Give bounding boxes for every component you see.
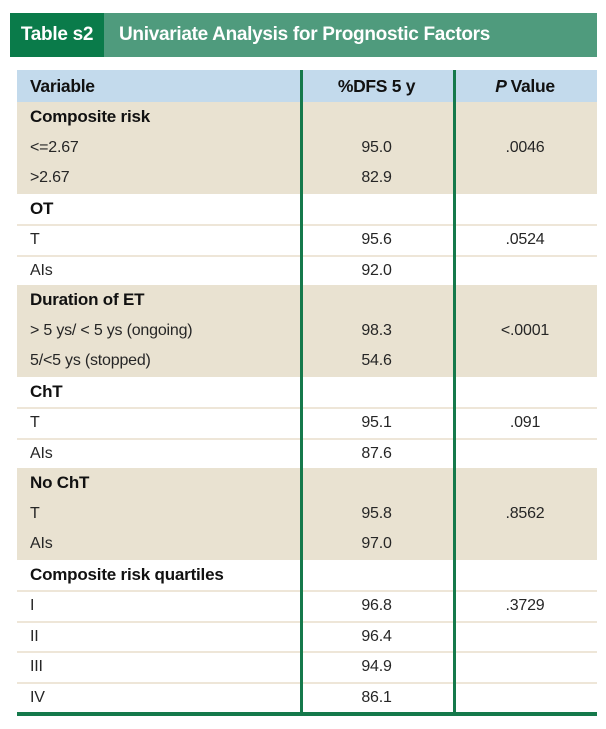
row-label: >2.67 (30, 169, 70, 187)
row-dfs-value (300, 560, 453, 591)
column-divider-2 (453, 70, 456, 712)
row-p-value (453, 194, 597, 225)
table-row: IV 86.1 (17, 681, 597, 713)
table-row: T 95.8 .8562 (17, 498, 597, 529)
row-label: 5/<5 ys (stopped) (30, 352, 151, 370)
group-header-row: OT (17, 193, 597, 225)
table-row: I 96.8 .3729 (17, 590, 597, 621)
table-header-row: Variable %DFS 5 y P Value (17, 70, 597, 102)
table-body: Composite risk <=2.67 95.0 .0046 >2.67 82.9 OT… (17, 102, 597, 712)
row-p-value (453, 285, 597, 316)
row-dfs-value: 92.0 (361, 261, 392, 279)
table-row: AIs 87.6 (17, 437, 597, 469)
pvalue-rest: Value (510, 75, 556, 96)
row-p-value (453, 102, 597, 133)
row-p-value (453, 653, 597, 682)
table-banner: Table s2 Univariate Analysis for Prognos… (10, 13, 597, 57)
row-label: > 5 ys/ < 5 ys (ongoing) (30, 321, 193, 339)
column-divider-1 (300, 70, 303, 712)
row-dfs-value (300, 102, 453, 133)
row-p-value: .0046 (505, 138, 545, 156)
column-header-variable: Variable (30, 75, 95, 96)
row-label: II (30, 627, 39, 645)
table-row: > 5 ys/ < 5 ys (ongoing) 98.3 <.0001 (17, 315, 597, 346)
row-label: <=2.67 (30, 138, 79, 156)
row-p-value: .3729 (505, 597, 545, 615)
table-row: AIs 92.0 (17, 254, 597, 286)
row-dfs-value: 98.3 (361, 321, 392, 339)
row-p-value (453, 440, 597, 469)
column-header-pvalue: P Value (453, 70, 597, 102)
row-dfs-value: 96.8 (361, 597, 392, 615)
row-dfs-value: 97.0 (361, 535, 392, 553)
group-header-row: ChT (17, 376, 597, 408)
row-label: I (30, 597, 35, 615)
row-dfs-value (300, 468, 453, 499)
row-label: T (30, 414, 40, 432)
row-label: AIs (30, 535, 53, 553)
group-header-row: Duration of ET (17, 285, 597, 316)
row-label: III (30, 658, 43, 676)
row-p-value: <.0001 (500, 321, 550, 339)
group-label: No ChT (30, 473, 90, 493)
row-dfs-value: 96.4 (361, 627, 392, 645)
row-p-value: .8562 (505, 504, 545, 522)
group-label: OT (30, 198, 54, 218)
group-label: Composite risk quartiles (30, 564, 224, 584)
group-label: Duration of ET (30, 290, 145, 310)
row-p-value (453, 346, 597, 377)
column-header-dfs: %DFS 5 y (337, 75, 416, 96)
row-p-value (453, 163, 597, 194)
table-row: 5/<5 ys (stopped) 54.6 (17, 346, 597, 377)
row-dfs-value: 95.1 (361, 414, 392, 432)
row-dfs-value (300, 194, 453, 225)
row-dfs-value: 95.6 (361, 231, 392, 249)
row-p-value (453, 468, 597, 499)
row-dfs-value: 86.1 (361, 688, 392, 706)
row-dfs-value: 87.6 (361, 444, 392, 462)
table-row: II 96.4 (17, 620, 597, 652)
row-p-value (453, 257, 597, 286)
row-p-value (453, 529, 597, 560)
group-header-row: Composite risk quartiles (17, 559, 597, 591)
row-dfs-value: 82.9 (361, 169, 392, 187)
table-number-tag: Table s2 (10, 13, 104, 57)
row-p-value: .0524 (505, 231, 545, 249)
table-row: <=2.67 95.0 .0046 (17, 132, 597, 163)
row-p-value (453, 560, 597, 591)
row-dfs-value (300, 285, 453, 316)
row-label: AIs (30, 444, 53, 462)
group-header-row: No ChT (17, 468, 597, 499)
table-row: T 95.1 .091 (17, 407, 597, 438)
row-label: T (30, 231, 40, 249)
prognostic-factors-table: Variable %DFS 5 y P Value Composite risk <… (17, 70, 597, 716)
group-header-row: Composite risk (17, 102, 597, 133)
table-row: III 94.9 (17, 651, 597, 682)
row-label: T (30, 504, 40, 522)
table-row: T 95.6 .0524 (17, 224, 597, 255)
table-row: AIs 97.0 (17, 529, 597, 560)
group-label: Composite risk (30, 107, 151, 127)
row-dfs-value: 95.8 (361, 504, 392, 522)
table-row: >2.67 82.9 (17, 163, 597, 194)
row-p-value (453, 684, 597, 713)
row-p-value (453, 623, 597, 652)
row-p-value (453, 377, 597, 408)
table-title: Univariate Analysis for Prognostic Facto… (119, 24, 491, 45)
group-label: ChT (30, 381, 63, 401)
row-dfs-value: 54.6 (361, 352, 392, 370)
pvalue-italic-p: P (495, 75, 507, 96)
row-p-value: .091 (509, 414, 541, 432)
row-dfs-value: 94.9 (361, 658, 392, 676)
row-dfs-value (300, 377, 453, 408)
row-label: IV (30, 688, 45, 706)
row-dfs-value: 95.0 (361, 138, 392, 156)
row-label: AIs (30, 261, 53, 279)
